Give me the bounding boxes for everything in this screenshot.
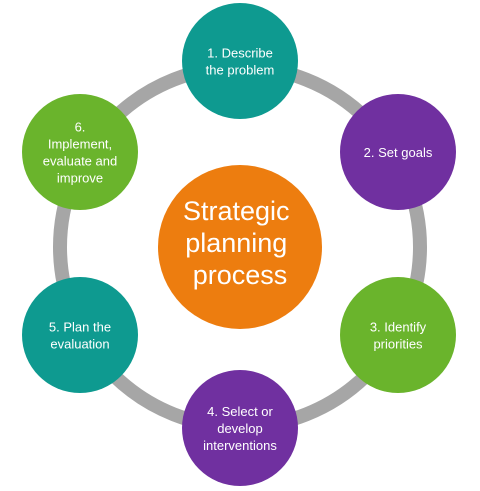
center-title: Strategic planning process [183,196,297,290]
step-label-5: 5. Plan the evaluation [49,320,111,352]
step-node-6: 6. Implement, evaluate and improve [22,94,138,210]
center-title-line-1: Strategic [183,196,290,226]
step-circle-2 [340,94,456,210]
step-6-label-line-4: improve [57,171,103,186]
step-5-label-line-2: evaluation [50,337,109,352]
step-node-5: 5. Plan the evaluation [22,277,138,393]
step-node-4: 4. Select or develop interventions [182,370,298,486]
step-node-3: 3. Identify priorities [340,277,456,393]
step-label-6: 6. Implement, evaluate and improve [43,120,117,186]
step-1-label-line-2: the problem [206,63,275,78]
center-title-line-3: process [193,260,288,290]
step-circle-6 [22,94,138,210]
step-3-label-line-2: priorities [373,337,423,352]
center-circle [158,165,322,329]
step-nodes: 1. Describe the problem 2. Set goals 3. Ide… [22,3,456,486]
step-circle-3 [340,277,456,393]
step-label-3: 3. Identify priorities [370,320,427,352]
step-1-label-line-1: 1. Describe [207,46,273,61]
step-circle-5 [22,277,138,393]
step-label-4: 4. Select or develop interventions [203,404,277,453]
step-2-label-line-1: 2. Set goals [364,145,433,160]
step-4-label-line-2: develop [217,421,263,436]
step-5-label-line-1: 5. Plan the [49,320,111,335]
step-4-label-line-3: interventions [203,438,277,453]
step-circle-1 [182,3,298,119]
step-6-label-line-3: evaluate and [43,154,117,169]
step-label-1: 1. Describe the problem [206,46,275,78]
center-title-line-2: planning [185,228,287,258]
center-node: Strategic planning process [158,165,322,329]
step-node-2: 2. Set goals [340,94,456,210]
step-4-label-line-1: 4. Select or [207,404,273,419]
step-circle-4 [182,370,298,486]
step-6-label-line-1: 6. [75,120,86,135]
step-3-label-line-1: 3. Identify [370,320,427,335]
step-6-label-line-2: Implement, [48,137,112,152]
step-node-1: 1. Describe the problem [182,3,298,119]
step-label-2: 2. Set goals [364,145,433,160]
